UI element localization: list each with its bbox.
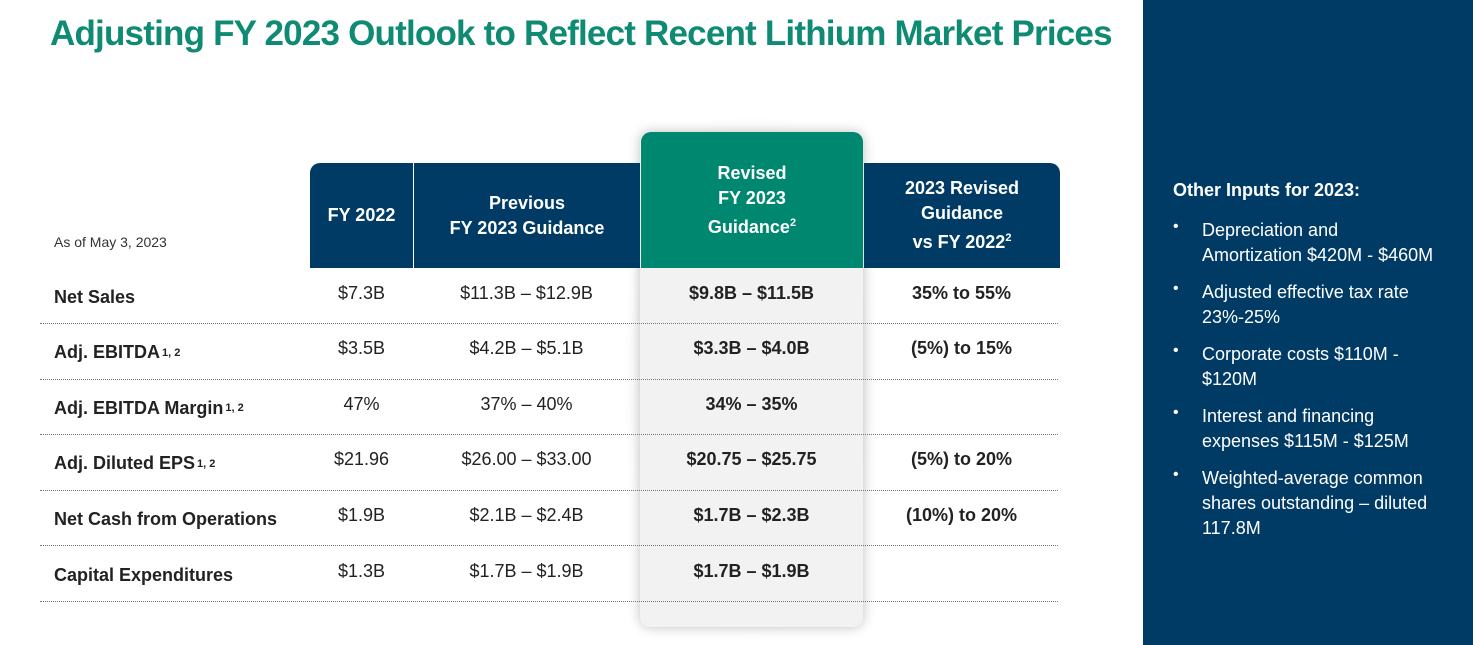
cell: $11.3B – $12.9B [460, 282, 593, 303]
bullet: • [1173, 218, 1179, 235]
sidebar-line: Depreciation and [1202, 220, 1339, 240]
bullet: • [1173, 466, 1179, 483]
header-text: vs FY 2022 [912, 232, 1006, 252]
cell: 47% [343, 393, 380, 414]
sidebar-item: Adjusted effective tax rate 23%-25% [1202, 280, 1409, 330]
row-label: Net Sales [54, 277, 135, 317]
cell: $1.7B – $2.3B [693, 504, 810, 525]
row-divider [40, 489, 1058, 491]
row-label-text: Net Cash from Operations [54, 508, 278, 529]
header-text: Previous [488, 192, 566, 213]
sidebar-line: expenses $115M - $125M [1202, 431, 1409, 451]
cell: $1.7B – $1.9B [693, 560, 810, 581]
sidebar-item: Corporate costs $110M - $120M [1202, 342, 1399, 392]
cell: (10%) to 20% [905, 504, 1018, 525]
footnote-ref: 2 [1005, 232, 1012, 244]
header-line: FY 2022 [328, 203, 396, 228]
cell: 34% – 35% [705, 393, 798, 414]
sidebar: Other Inputs for 2023: • Depreciation and… [1143, 0, 1473, 645]
header-text: FY 2023 [718, 187, 786, 208]
bullet: • [1173, 342, 1179, 359]
cell: $1.3B [337, 560, 386, 581]
cell: 37% – 40% [480, 393, 573, 414]
header-line: FY 2023 Guidance [450, 216, 605, 241]
column-header: 2023 Revised Guidance vs FY 20222 [864, 163, 1060, 268]
sidebar-line: $120M [1202, 369, 1258, 389]
header-line: Guidance2 [708, 211, 796, 240]
sidebar-line: Corporate costs $110M - [1202, 344, 1399, 364]
row-divider [40, 545, 1058, 547]
column-header: FY 2022 [310, 163, 413, 268]
sidebar-line: 117.8M [1202, 518, 1261, 538]
cell: (5%) to 20% [910, 449, 1013, 470]
as-of: As of May 3, 2023 [54, 234, 167, 250]
footnote-ref: 1, 2 [197, 457, 216, 470]
cell: $3.5B [337, 338, 386, 359]
sidebar-title: Other Inputs for 2023: [1173, 180, 1361, 200]
sidebar-line: Adjusted effective tax rate [1202, 282, 1409, 302]
row-label: Capital Expenditures [54, 555, 233, 595]
row-divider [40, 601, 1058, 602]
sidebar-line: Amortization $420M - $460M [1202, 245, 1434, 265]
sidebar-line: 23%-25% [1202, 307, 1281, 327]
header-text: Guidance [707, 216, 790, 237]
header-text: FY 2023 Guidance [449, 217, 605, 238]
row-label-text: Net Sales [54, 286, 136, 307]
sidebar-item: Weighted-average common shares outstandin… [1202, 466, 1427, 541]
sidebar-line: Interest and financing [1202, 406, 1375, 426]
footnote-ref: 2 [789, 216, 797, 229]
header-line: Revised [717, 161, 786, 186]
header-line: Guidance [921, 201, 1003, 226]
cell: $9.8B – $11.5B [688, 282, 815, 303]
sidebar-line: Weighted-average common [1202, 468, 1423, 488]
row-label-text: Adj. EBITDA [54, 342, 160, 363]
row-divider [40, 323, 1058, 324]
cell: $2.1B – $2.4B [469, 504, 584, 525]
header-line: vs FY 20222 [913, 226, 1012, 255]
header-line: 2023 Revised [905, 176, 1019, 201]
bullet: • [1173, 404, 1179, 421]
cell: $20.75 – $25.75 [686, 449, 817, 470]
row-divider [40, 378, 1058, 380]
footnote-ref: 1, 2 [162, 346, 181, 359]
cell: $21.96 [333, 449, 390, 470]
cell: $1.9B [337, 504, 386, 525]
sidebar-line: shares outstanding – diluted [1202, 493, 1428, 513]
column-header: Previous FY 2023 Guidance [414, 163, 640, 268]
header-text: Revised [717, 162, 787, 183]
row-label-text: Adj. EBITDA Margin [54, 397, 224, 418]
cell: $3.3B – $4.0B [693, 338, 810, 359]
header-text: FY 2022 [327, 205, 396, 225]
header-text: Guidance [920, 203, 1004, 223]
sidebar-item: Interest and financing expenses $115M - $… [1202, 404, 1409, 454]
bullet: • [1173, 280, 1179, 297]
row-label: Net Cash from Operations [54, 499, 277, 539]
row-label: Adj. Diluted EPS 1, 2 [54, 444, 215, 484]
slide-title: Adjusting FY 2023 Outlook to Reflect Rec… [50, 14, 1113, 53]
column-header: Revised FY 2023 Guidance2 [641, 132, 863, 268]
cell: $4.2B – $5.1B [469, 338, 584, 359]
header-text: 2023 Revised [904, 178, 1020, 198]
sidebar-item: Depreciation and Amortization $420M - $46… [1202, 218, 1433, 268]
row-label: Adj. EBITDA Margin 1, 2 [54, 388, 244, 428]
cell: $1.7B – $1.9B [469, 560, 584, 581]
cell: $26.00 – $33.00 [461, 449, 592, 470]
row-divider [40, 434, 1058, 436]
header-line: Previous [489, 191, 565, 216]
header-line: FY 2023 [718, 186, 786, 211]
row-label-text: Capital Expenditures [54, 564, 234, 585]
cell: $7.3B [337, 282, 386, 303]
footnote-ref: 1, 2 [225, 402, 244, 415]
row-label: Adj. EBITDA 1, 2 [54, 333, 180, 373]
cell: 35% to 55% [911, 282, 1012, 303]
row-label-text: Adj. Diluted EPS [54, 453, 196, 474]
cell: (5%) to 15% [910, 338, 1013, 359]
